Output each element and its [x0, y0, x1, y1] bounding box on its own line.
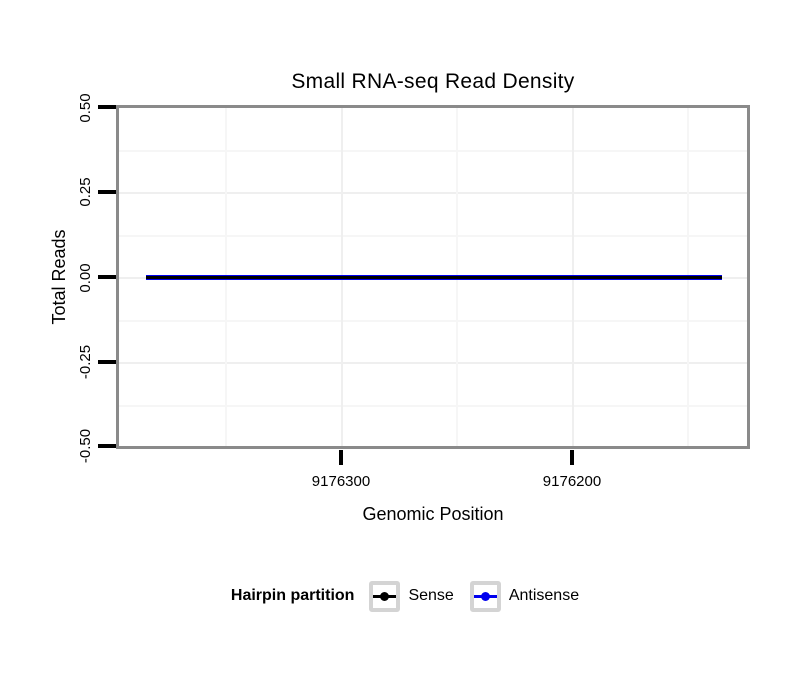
legend-title: Hairpin partition: [230, 587, 355, 604]
sense-legend-key: [369, 580, 401, 612]
legend-item-antisense: Antisense: [469, 580, 580, 612]
y-tick: [98, 190, 116, 194]
plot-panel: [116, 105, 750, 449]
h-gridline-major: [119, 192, 747, 194]
x-tick: [570, 450, 574, 465]
h-gridline-major: [119, 362, 747, 364]
legend-item-sense: Sense: [369, 580, 454, 612]
antisense-key-dot-icon: [480, 591, 490, 601]
y-tick-label: -0.50: [77, 428, 94, 464]
h-gridline-minor: [119, 405, 747, 407]
h-gridline-minor: [119, 235, 747, 237]
y-tick-label: 0.00: [77, 263, 94, 293]
y-tick: [98, 105, 116, 109]
x-tick-label: 9176200: [542, 473, 602, 490]
y-tick: [98, 444, 116, 448]
y-tick-label: 0.50: [77, 93, 94, 123]
x-tick: [339, 450, 343, 465]
plot-title: Small RNA-seq Read Density: [291, 70, 575, 93]
y-tick-label: 0.25: [77, 177, 94, 207]
y-tick-label: -0.25: [77, 344, 94, 380]
x-tick-label: 9176300: [311, 473, 371, 490]
x-axis-title: Genomic Position: [362, 504, 504, 524]
h-gridline-minor: [119, 320, 747, 322]
y-axis-title: Total Reads: [49, 229, 69, 325]
legend-label-sense: Sense: [408, 587, 454, 604]
legend-label-antisense: Antisense: [508, 587, 580, 604]
sense-key-dot-icon: [380, 591, 390, 601]
y-tick: [98, 275, 116, 279]
antisense-legend-key: [469, 580, 501, 612]
h-gridline-minor: [119, 150, 747, 152]
sense-series-line: [146, 276, 722, 279]
legend: Hairpin partition Sense Antisense: [0, 578, 810, 614]
y-tick: [98, 360, 116, 364]
